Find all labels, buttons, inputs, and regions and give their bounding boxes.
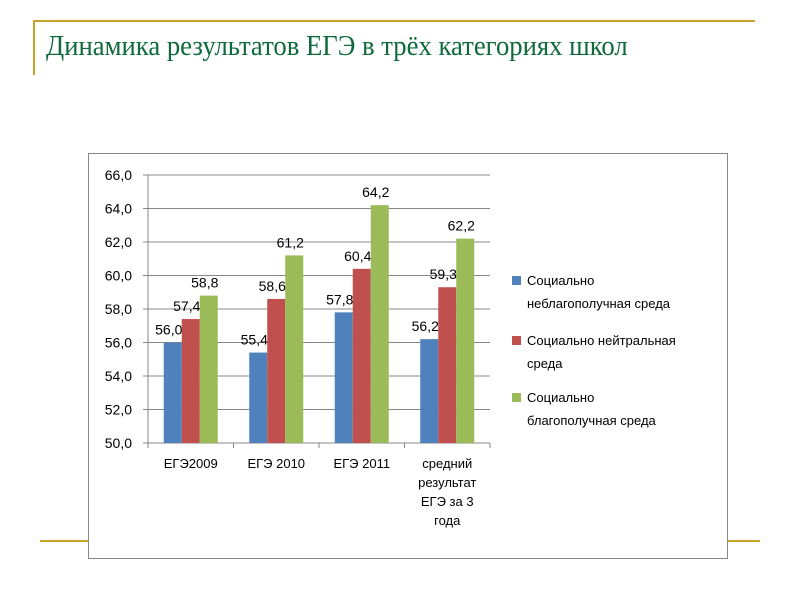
- data-label: 58,8: [191, 275, 218, 291]
- bar: [420, 339, 439, 443]
- legend-label: Социально: [527, 390, 594, 405]
- bar: [199, 295, 218, 443]
- data-label: 58,6: [259, 278, 286, 294]
- data-label: 59,3: [430, 266, 457, 282]
- bar: [249, 352, 268, 443]
- x-tick-label: ЕГЭ2009: [164, 456, 218, 471]
- data-label: 56,0: [155, 322, 182, 338]
- data-label: 55,4: [241, 332, 268, 348]
- x-tick-label: ЕГЭ 2010: [247, 456, 305, 471]
- x-tick-label: ЕГЭ 2011: [333, 456, 390, 471]
- legend-label: неблагополучная среда: [527, 296, 671, 311]
- data-label: 60,4: [344, 248, 371, 264]
- x-tick-label: года: [434, 513, 461, 528]
- data-label: 57,4: [173, 298, 200, 314]
- x-tick-label: результат: [418, 475, 476, 490]
- legend-label: Социально: [527, 273, 594, 288]
- data-label: 57,8: [326, 291, 353, 307]
- bar: [334, 312, 353, 443]
- legend-swatch: [512, 393, 521, 402]
- bar: [456, 238, 475, 443]
- y-tick-label: 62,0: [105, 234, 132, 250]
- data-label: 56,2: [412, 318, 439, 334]
- legend-label: Социально нейтральная: [527, 333, 676, 348]
- bar: [370, 205, 389, 443]
- bar: [163, 342, 182, 443]
- data-label: 61,2: [277, 234, 304, 250]
- data-label: 62,2: [448, 218, 475, 234]
- data-label: 64,2: [362, 184, 389, 200]
- y-tick-label: 54,0: [105, 368, 132, 384]
- x-tick-label: ЕГЭ за 3: [421, 494, 474, 509]
- bar: [438, 287, 457, 443]
- x-tick-label: средний: [422, 456, 472, 471]
- bar: [267, 298, 286, 443]
- legend-label: среда: [527, 356, 563, 371]
- y-tick-label: 56,0: [105, 335, 132, 351]
- top-rule: [33, 20, 755, 22]
- y-tick-label: 64,0: [105, 201, 132, 217]
- bar: [285, 255, 304, 443]
- y-tick-label: 66,0: [105, 167, 132, 183]
- y-tick-label: 52,0: [105, 402, 132, 418]
- bar: [352, 268, 371, 443]
- legend-swatch: [512, 276, 521, 285]
- left-rule: [33, 20, 35, 75]
- slide-title: Динамика результатов ЕГЭ в трёх категори…: [46, 30, 628, 62]
- bar: [181, 319, 200, 443]
- legend-swatch: [512, 336, 521, 345]
- y-tick-label: 58,0: [105, 301, 132, 317]
- y-tick-label: 60,0: [105, 268, 132, 284]
- legend-label: благополучная среда: [527, 413, 657, 428]
- y-tick-label: 50,0: [105, 435, 132, 451]
